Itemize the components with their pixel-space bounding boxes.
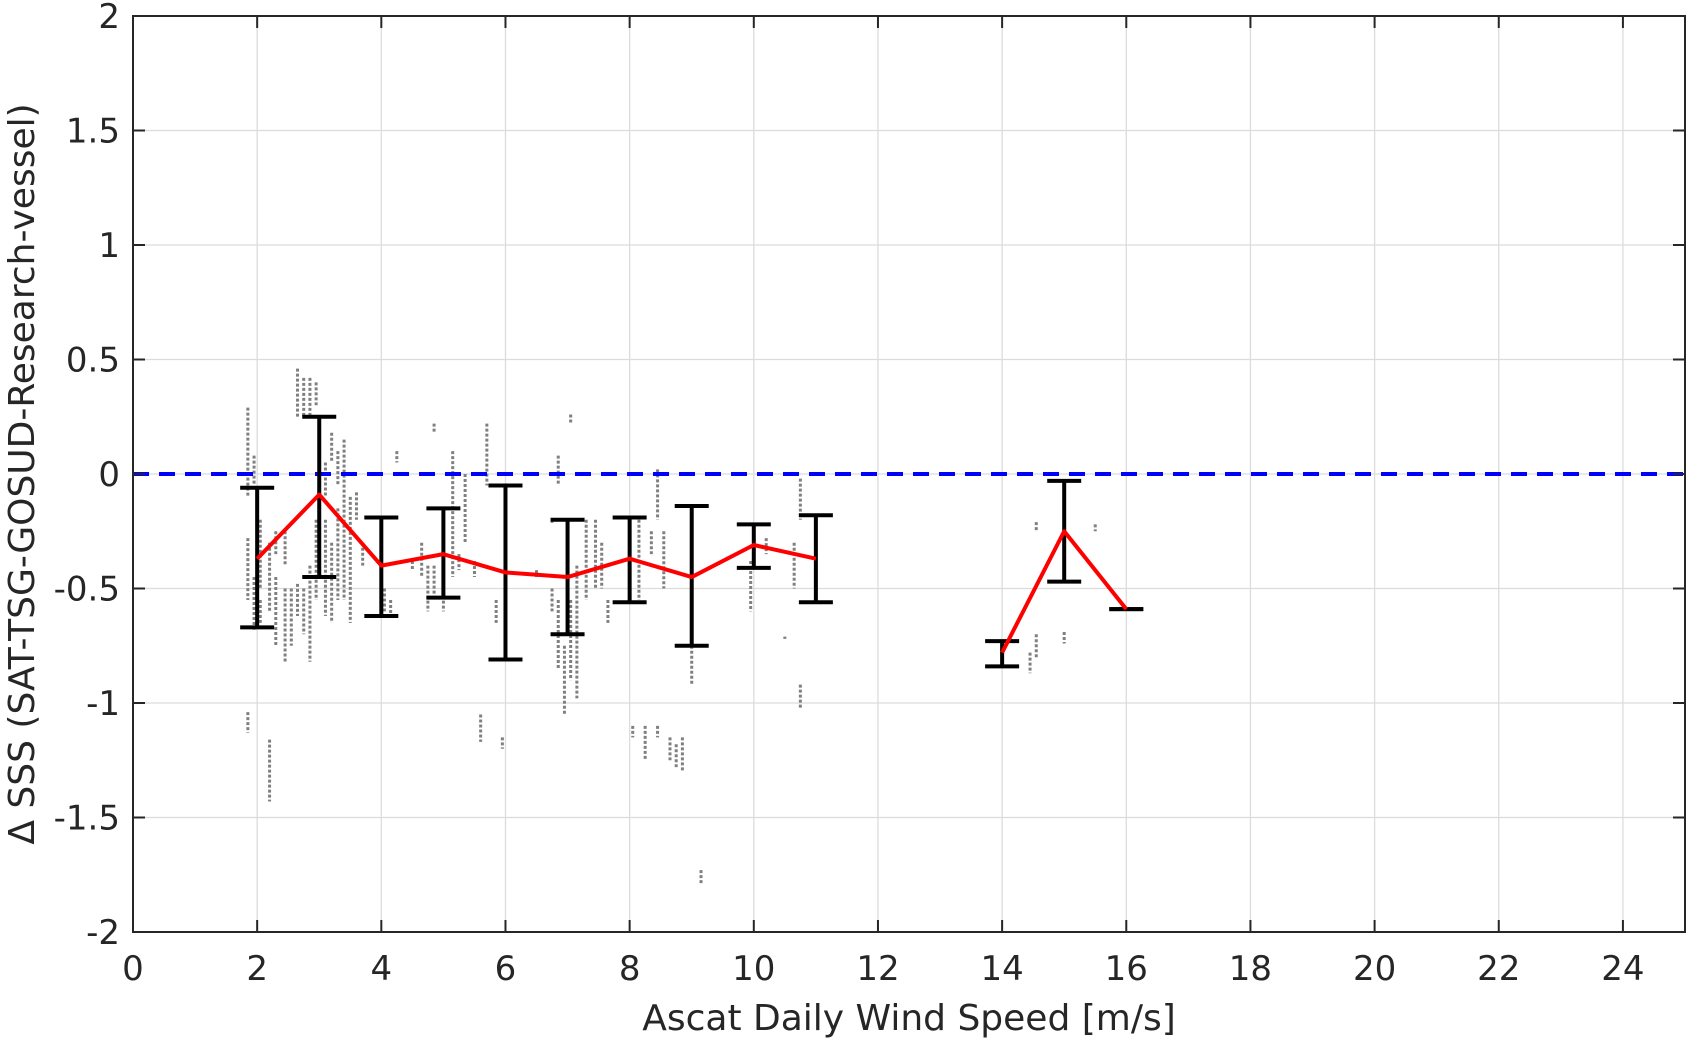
y-tick-label: 0.5 [66, 341, 120, 381]
y-tick-label: 0 [98, 455, 120, 495]
mean-line [255, 492, 1128, 654]
x-tick-label: 24 [1601, 949, 1644, 989]
mean-line-segment [1000, 529, 1128, 654]
x-tick-label: 16 [1105, 949, 1148, 989]
y-tick-label: -2 [86, 913, 120, 953]
ticks [132, 15, 1685, 933]
x-tick-labels: 0 2 4 6 8 10 12 14 16 18 20 22 24 [122, 949, 1644, 989]
x-tick-label: 10 [732, 949, 775, 989]
y-axis-label: Δ SSS (SAT-TSG-GOSUD-Research-vessel) [2, 103, 43, 844]
x-tick-label: 2 [246, 949, 268, 989]
x-tick-label: 0 [122, 949, 144, 989]
y-tick-label: 1 [98, 226, 120, 266]
x-axis-label: Ascat Daily Wind Speed [m/s] [642, 998, 1176, 1039]
x-tick-label: 6 [495, 949, 517, 989]
x-tick-label: 8 [619, 949, 641, 989]
x-tick-label: 4 [370, 949, 392, 989]
x-tick-label: 20 [1353, 949, 1396, 989]
y-tick-label: 2 [98, 0, 120, 37]
y-tick-label: -1.5 [54, 799, 120, 839]
x-tick-label: 14 [980, 949, 1023, 989]
x-tick-label: 18 [1229, 949, 1272, 989]
error-bars [240, 414, 1144, 669]
y-tick-label: -0.5 [54, 570, 120, 610]
y-tick-label: 1.5 [66, 112, 120, 152]
x-tick-label: 12 [856, 949, 899, 989]
y-tick-labels: -2 -1.5 -1 -0.5 0 0.5 1 1.5 2 [54, 0, 120, 953]
x-tick-label: 22 [1477, 949, 1520, 989]
y-tick-label: -1 [86, 684, 120, 724]
mean-line-segment [255, 492, 817, 580]
